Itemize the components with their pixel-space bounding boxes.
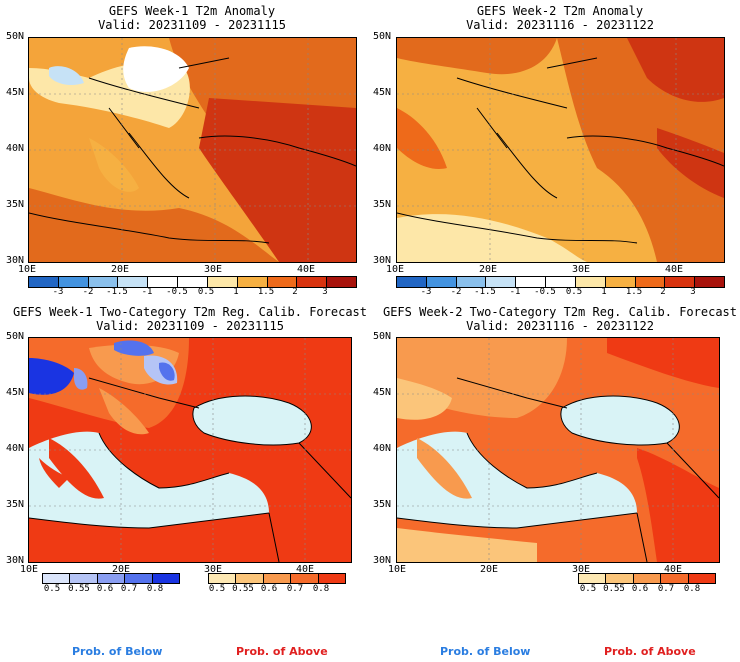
panel3-above-cb-label-0: 0.5 xyxy=(208,584,226,594)
panel2-cb-label-6: 1 xyxy=(601,287,607,297)
panel3-lat-45n: 45N xyxy=(6,387,25,398)
panel2-lon-40e: 40E xyxy=(665,264,684,275)
panel1-cb-label-9: 3 xyxy=(322,287,328,297)
panel3-above-cb-label-2: 0.6 xyxy=(260,584,278,594)
panel2-lon-20e: 20E xyxy=(479,264,498,275)
panel3-above-cb-label-1: 0.55 xyxy=(232,584,254,594)
panel2-cb-label-1: -2 xyxy=(450,287,462,297)
panel3-lon-10e: 10E xyxy=(20,564,39,575)
panel3-probability-map xyxy=(28,337,352,563)
panel4-above-cb-label-0: 0.5 xyxy=(579,584,597,594)
panel4-above-cb-label-3: 0.7 xyxy=(657,584,675,594)
panel1-lat-30n: 30N xyxy=(6,255,25,266)
panel1-lat-40n: 40N xyxy=(6,143,25,154)
panel1-lon-20e: 20E xyxy=(111,264,130,275)
panel1-cb-label-2: -1.5 xyxy=(106,287,128,297)
panel4-above-cb-label-1: 0.55 xyxy=(603,584,625,594)
panel3-prob-below-label: Prob. of Below xyxy=(72,645,163,658)
panel4-lat-40n: 40N xyxy=(373,443,392,454)
panel3-lon-30e: 30E xyxy=(204,564,223,575)
panel4-lat-50n: 50N xyxy=(373,331,392,342)
panel1-cb-label-0: -3 xyxy=(52,287,64,297)
panel3-lat-40n: 40N xyxy=(6,443,25,454)
panel1-cb-label-4: -0.5 xyxy=(166,287,188,297)
panel1-cb-label-5: 0.5 xyxy=(197,287,215,297)
panel1-cb-label-8: 2 xyxy=(292,287,298,297)
panel2-anomaly-colorbar xyxy=(396,276,725,288)
panel4-probability-map xyxy=(396,337,720,563)
panel1-lat-35n: 35N xyxy=(6,199,25,210)
panel3-lat-35n: 35N xyxy=(6,499,25,510)
panel4-title: GEFS Week-2 Two-Category T2m Reg. Calib.… xyxy=(382,305,737,319)
panel4-above-cb-label-2: 0.6 xyxy=(631,584,649,594)
panel3-valid: Valid: 20231109 - 20231115 xyxy=(96,319,284,333)
panel2-cb-label-0: -3 xyxy=(420,287,432,297)
panel2-cb-label-9: 3 xyxy=(690,287,696,297)
panel4-valid: Valid: 20231116 - 20231122 xyxy=(466,319,654,333)
panel3-title: GEFS Week-1 Two-Category T2m Reg. Calib.… xyxy=(12,305,367,319)
panel1-lon-40e: 40E xyxy=(297,264,316,275)
panel3-prob-above-label: Prob. of Above xyxy=(236,645,328,658)
panel4-prob-below-label: Prob. of Below xyxy=(440,645,531,658)
panel3-above-colorbar xyxy=(208,573,346,584)
panel2-cb-label-2: -1.5 xyxy=(474,287,496,297)
panel3-lat-30n: 30N xyxy=(6,555,25,566)
panel4-above-cb-label-4: 0.8 xyxy=(683,584,701,594)
panel4-lon-40e: 40E xyxy=(664,564,683,575)
panel1-anomaly-colorbar xyxy=(28,276,357,288)
panel4-lat-45n: 45N xyxy=(373,387,392,398)
panel2-valid: Valid: 20231116 - 20231122 xyxy=(466,18,654,32)
panel2-lat-35n: 35N xyxy=(373,199,392,210)
panel3-above-cb-label-3: 0.7 xyxy=(286,584,304,594)
panel1-lon-10e: 10E xyxy=(18,264,37,275)
panel3-below-cb-label-0: 0.5 xyxy=(43,584,61,594)
panel1-lon-30e: 30E xyxy=(204,264,223,275)
panel4-lat-30n: 30N xyxy=(373,555,392,566)
panel2-lon-10e: 10E xyxy=(386,264,405,275)
panel2-title: GEFS Week-2 T2m Anomaly xyxy=(476,4,644,18)
panel1-lat-50n: 50N xyxy=(6,31,25,42)
panel2-lon-30e: 30E xyxy=(572,264,591,275)
panel2-lat-45n: 45N xyxy=(373,87,392,98)
panel1-valid: Valid: 20231109 - 20231115 xyxy=(98,18,286,32)
panel3-below-cb-label-2: 0.6 xyxy=(96,584,114,594)
panel3-lat-50n: 50N xyxy=(6,331,25,342)
panel4-above-colorbar xyxy=(578,573,716,584)
panel3-below-colorbar xyxy=(42,573,180,584)
panel4-lon-30e: 30E xyxy=(572,564,591,575)
panel3-below-cb-label-1: 0.55 xyxy=(68,584,90,594)
panel2-cb-label-8: 2 xyxy=(660,287,666,297)
panel1-lat-45n: 45N xyxy=(6,87,25,98)
panel4-lon-10e: 10E xyxy=(388,564,407,575)
panel2-lat-40n: 40N xyxy=(373,143,392,154)
panel2-anomaly-map xyxy=(396,37,725,263)
panel2-cb-label-4: -0.5 xyxy=(534,287,556,297)
panel1-cb-label-1: -2 xyxy=(82,287,94,297)
panel3-below-cb-label-3: 0.7 xyxy=(120,584,138,594)
panel1-cb-label-7: 1.5 xyxy=(257,287,275,297)
panel4-prob-above-label: Prob. of Above xyxy=(604,645,696,658)
panel3-below-cb-label-4: 0.8 xyxy=(146,584,164,594)
panel1-anomaly-map xyxy=(28,37,357,263)
panel3-lon-20e: 20E xyxy=(112,564,131,575)
panel1-title: GEFS Week-1 T2m Anomaly xyxy=(108,4,276,18)
panel4-lon-20e: 20E xyxy=(480,564,499,575)
panel2-lat-30n: 30N xyxy=(373,255,392,266)
panel2-cb-label-3: -1 xyxy=(509,287,521,297)
panel2-cb-label-5: 0.5 xyxy=(565,287,583,297)
panel1-cb-label-3: -1 xyxy=(141,287,153,297)
panel3-above-cb-label-4: 0.8 xyxy=(312,584,330,594)
panel1-cb-label-6: 1 xyxy=(233,287,239,297)
panel2-cb-label-7: 1.5 xyxy=(625,287,643,297)
panel4-lat-35n: 35N xyxy=(373,499,392,510)
panel2-lat-50n: 50N xyxy=(373,31,392,42)
panel3-lon-40e: 40E xyxy=(296,564,315,575)
